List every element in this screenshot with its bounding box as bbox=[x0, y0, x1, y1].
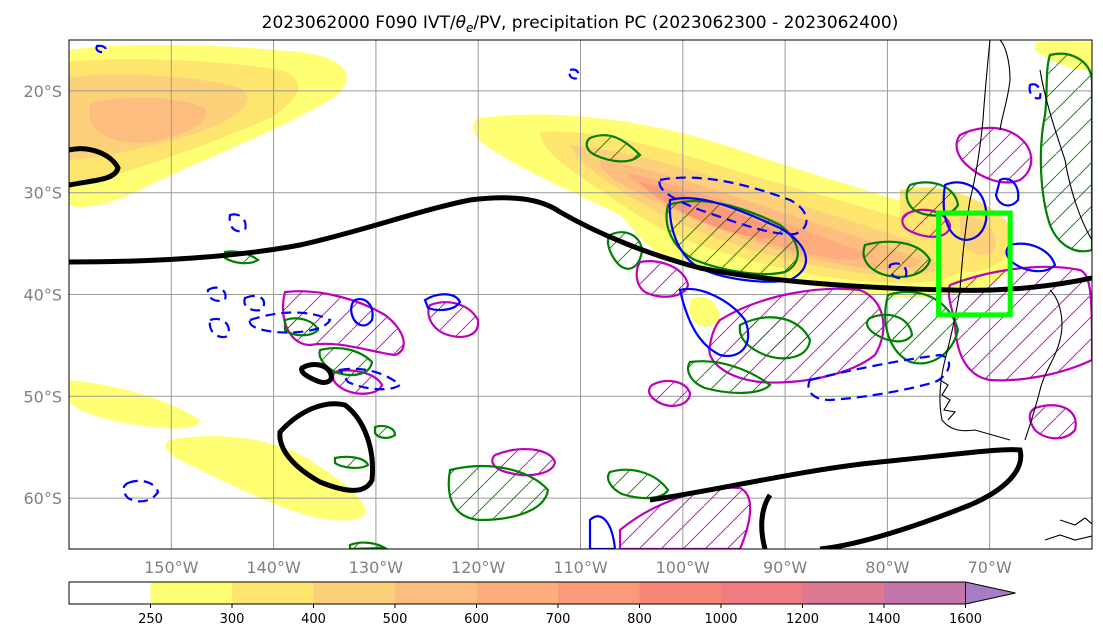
grid-lines bbox=[69, 40, 1092, 549]
lat-tick-label: 20°S bbox=[23, 82, 62, 101]
colorbar-segment bbox=[313, 582, 395, 604]
colorbar-tick-label: 1400 bbox=[867, 612, 900, 627]
colorbar-segment bbox=[150, 582, 232, 604]
colorbar-tick-label: 600 bbox=[464, 612, 489, 627]
lat-tick-label: 60°S bbox=[23, 489, 62, 508]
colorbar-tick-label: 700 bbox=[546, 612, 571, 627]
lon-tick-label: 90°W bbox=[763, 558, 807, 577]
lat-tick-labels: 20°S 30°S 40°S 50°S 60°S bbox=[23, 82, 62, 508]
theta-negative-contours bbox=[95, 44, 1042, 503]
colorbar-segment-under bbox=[69, 582, 151, 604]
colorbar-tick-label: 1000 bbox=[704, 612, 737, 627]
colorbar-segment bbox=[639, 582, 721, 604]
map-panel bbox=[69, 40, 1092, 549]
colorbar-tick-label: 300 bbox=[220, 612, 245, 627]
colorbar-frame bbox=[68, 581, 966, 605]
colorbar-segment bbox=[802, 582, 884, 604]
lat-tick-label: 30°S bbox=[23, 184, 62, 203]
colorbar-tick-label: 500 bbox=[383, 612, 408, 627]
lon-tick-label: 110°W bbox=[553, 558, 608, 577]
lon-tick-label: 100°W bbox=[656, 558, 711, 577]
lon-tick-label: 80°W bbox=[865, 558, 909, 577]
colorbar-segment bbox=[884, 582, 966, 604]
lon-tick-labels: 150°W 140°W 130°W 120°W 110°W 100°W 90°W 80°W 70… bbox=[144, 558, 1012, 577]
highlight-box bbox=[936, 210, 1013, 318]
lon-tick-label: 70°W bbox=[968, 558, 1012, 577]
colorbar-segment bbox=[395, 582, 477, 604]
colorbar-segment bbox=[721, 582, 803, 604]
lat-tick-label: 40°S bbox=[23, 286, 62, 305]
colorbar-segment bbox=[476, 582, 558, 604]
colorbar-tick-label: 1600 bbox=[949, 612, 982, 627]
figure-title: 2023062000 F090 IVT/θe/PV, precipitation… bbox=[262, 13, 899, 35]
colorbar-tick-label: 400 bbox=[301, 612, 326, 627]
colorbar-segment bbox=[232, 582, 314, 604]
colorbar-tick-label: 250 bbox=[138, 612, 163, 627]
colorbar-extend-arrow bbox=[965, 581, 1016, 605]
coastline bbox=[939, 40, 1092, 541]
map-frame bbox=[68, 39, 1093, 550]
lon-tick-label: 120°W bbox=[451, 558, 506, 577]
lat-tick-label: 50°S bbox=[23, 387, 62, 406]
theta-positive-contours bbox=[223, 52, 1092, 549]
colorbar-tick-label: 1200 bbox=[786, 612, 819, 627]
colorbar-tick-label: 800 bbox=[627, 612, 652, 627]
lon-tick-label: 140°W bbox=[246, 558, 301, 577]
lon-tick-label: 130°W bbox=[349, 558, 404, 577]
lon-tick-label: 150°W bbox=[144, 558, 199, 577]
colorbar-segment bbox=[558, 582, 640, 604]
colorbar: 250 300 400 500 600 700 800 1000 1200 1400 1600 bbox=[68, 581, 1016, 627]
